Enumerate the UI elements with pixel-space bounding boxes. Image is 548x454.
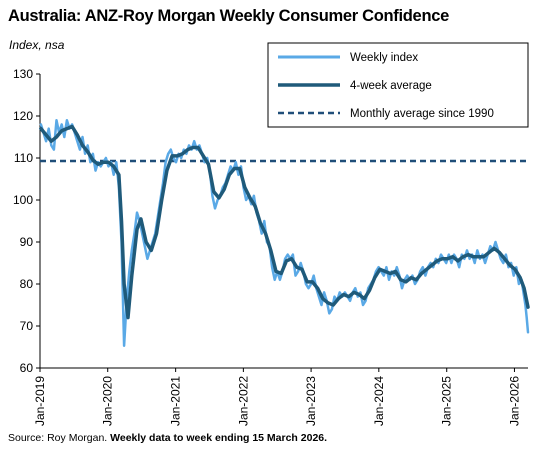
source-note: Source: Roy Morgan. Weekly data to week … [8, 432, 327, 444]
x-tick-label: Jan-2020 [101, 376, 115, 426]
x-tick-label: Jan-2021 [169, 376, 183, 426]
x-tick-label: Jan-2022 [236, 376, 250, 426]
series-weekly-index-line [39, 118, 530, 347]
source-bold-text: Weekly data to week ending 15 March 2026… [110, 432, 328, 444]
y-tick-label: 110 [14, 151, 33, 165]
plot-area [39, 118, 530, 347]
y-tick-label: 90 [20, 235, 34, 249]
chart-subtitle: Index, nsa [9, 38, 65, 52]
legend-label-4week: 4-week average [350, 80, 432, 92]
y-tick-label: 130 [13, 67, 33, 81]
x-tick-label: Jan-2026 [507, 376, 521, 426]
y-tick-label: 70 [20, 319, 34, 333]
y-tick-label: 100 [13, 193, 33, 207]
legend-label-weekly: Weekly index [350, 52, 418, 64]
x-tick-label: Jan-2024 [372, 376, 386, 426]
series-4-week-average-line [39, 124, 530, 320]
chart-title: Australia: ANZ-Roy Morgan Weekly Consume… [8, 7, 449, 25]
chart-axes: 60 70 80 90 100 110 120 130 Jan-2019 Jan-2020 Jan-… [13, 67, 528, 426]
source-text: Source: Roy Morgan. [8, 432, 108, 444]
y-tick-label: 60 [20, 361, 34, 375]
x-tick-label: Jan-2023 [304, 376, 318, 426]
x-tick-label: Jan-2025 [440, 376, 454, 426]
y-tick-label: 120 [13, 109, 33, 123]
chart-legend: Weekly index 4-week average Monthly aver… [267, 42, 529, 128]
x-tick-label: Jan-2019 [33, 376, 47, 426]
legend-label-average: Monthly average since 1990 [350, 108, 494, 120]
y-tick-label: 80 [20, 277, 34, 291]
